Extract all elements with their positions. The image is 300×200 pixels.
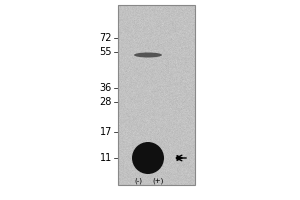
Bar [118, 5, 195, 185]
Text: 11: 11 [100, 153, 112, 163]
Text: (+): (+) [152, 178, 164, 184]
Text: 36: 36 [100, 83, 112, 93]
Ellipse shape [142, 152, 154, 164]
Text: 55: 55 [100, 47, 112, 57]
Text: 28: 28 [100, 97, 112, 107]
Text: 72: 72 [100, 33, 112, 43]
Ellipse shape [137, 147, 159, 169]
Ellipse shape [134, 52, 162, 58]
Text: 17: 17 [100, 127, 112, 137]
Text: (-): (-) [134, 178, 142, 184]
Ellipse shape [132, 142, 164, 174]
